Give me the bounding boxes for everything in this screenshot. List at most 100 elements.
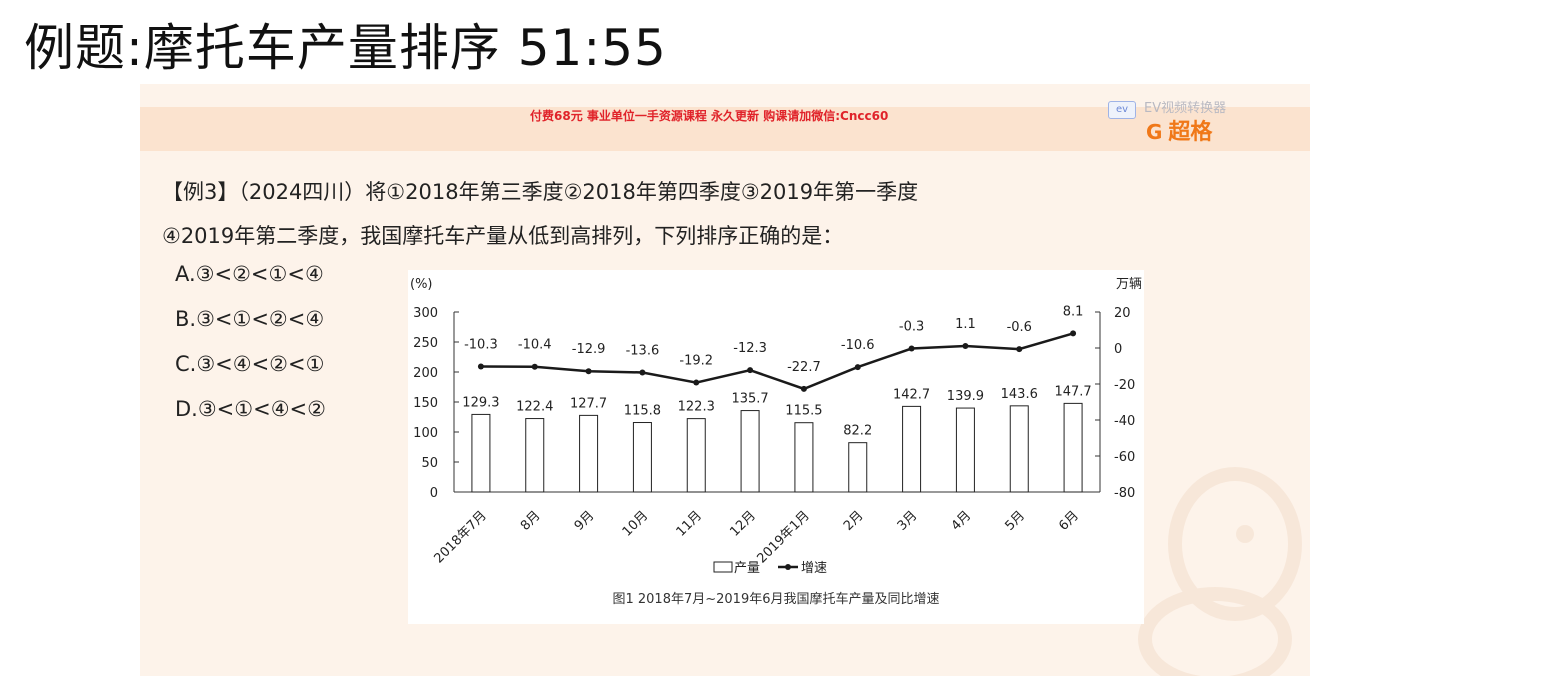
answer-options: A.③<②<①<④ B.③<①<②<④ C.③<④<②<① D.③<①<④<② [175,254,326,434]
x-tick-label: 2月 [841,508,867,534]
ad-text: 付费68元 事业单位一手资源课程 永久更新 购课请加微信:Cncc60 [530,109,889,123]
rate-point [693,379,700,386]
right-tick-label: -60 [1114,450,1135,465]
bar-value-label: 122.3 [678,400,715,415]
bar-value-label: 122.4 [516,400,553,415]
bar-value-label: 143.6 [1001,387,1038,402]
bar-value-label: 139.9 [947,389,984,404]
bar-value-label: 115.8 [624,404,661,419]
right-unit-label: 万辆 [1116,277,1142,292]
right-tick-label: -20 [1114,378,1135,393]
option-c: C.③<④<②<① [175,352,325,376]
bar [632,422,652,493]
x-tick-label: 2019年1月 [755,508,813,566]
bar [902,405,922,493]
left-tick-label: 300 [413,306,438,321]
bar [740,410,760,493]
bar-value-label: 135.7 [731,392,768,407]
brand-name: 超格 [1168,120,1213,145]
rate-value-label: -12.3 [733,341,767,356]
x-tick-label: 6月 [1056,508,1082,534]
rate-value-label: -10.4 [518,338,552,353]
rate-value-label: -19.2 [679,354,713,369]
rate-value-label: -10.3 [464,338,498,353]
rate-point [639,369,646,376]
mascot-watermark-icon [1138,467,1302,676]
ev-logo-icon: ev [1108,101,1136,119]
question-text: 【例3】（2024四川）将①2018年第三季度②2018年第四季度③2019年第… [162,170,918,258]
legend-bar-swatch [713,561,733,573]
legend-bar-label: 产量 [734,561,760,576]
rate-point [585,368,592,375]
rate-point [962,343,969,350]
x-tick-label: 12月 [727,508,758,539]
legend-line-marker [785,564,791,570]
chart: (%) 万辆300250200150100500200-20-40-60-8012… [410,277,1142,607]
x-tick-label: 5月 [1002,508,1028,534]
left-unit-label: (%) [410,277,433,292]
left-tick-label: 0 [430,486,438,501]
brand-logo: G 超格 [1146,114,1212,146]
bar [579,414,599,493]
bar [794,422,814,493]
bar [1009,405,1029,493]
bar-value-label: 129.3 [462,395,499,410]
rate-value-label: 8.1 [1063,304,1084,319]
left-tick-label: 50 [421,456,438,471]
rate-point [854,364,861,371]
right-tick-label: 0 [1114,342,1122,357]
rate-value-label: -13.6 [626,343,660,358]
rate-point [1070,330,1077,337]
slide-title: 例题:摩托车产量排序 51:55 [24,19,667,77]
rate-point [747,367,754,374]
left-tick-label: 250 [413,336,438,351]
bar [1063,402,1083,493]
left-tick-label: 100 [413,426,438,441]
bar-value-label: 127.7 [570,396,607,411]
bar [471,413,491,493]
bar [525,418,545,493]
bar-value-label: 82.2 [843,424,872,439]
x-tick-label: 3月 [895,508,921,534]
rate-point [1016,346,1023,353]
option-d: D.③<①<④<② [175,397,326,421]
x-tick-label: 11月 [674,508,705,539]
rate-value-label: -0.6 [1007,320,1032,335]
rate-value-label: -10.6 [841,338,875,353]
rate-value-label: -0.3 [899,320,924,335]
x-tick-label: 10月 [620,508,651,539]
right-tick-label: -80 [1114,486,1135,501]
rate-value-label: 1.1 [955,317,976,332]
bar [955,407,975,493]
bar [848,442,868,493]
x-tick-label: 2018年7月 [432,508,490,566]
x-tick-label: 8月 [518,508,544,534]
left-tick-label: 200 [413,366,438,381]
question-line-2: ④2019年第二季度，我国摩托车产量从低到高排列，下列排序正确的是： [162,224,844,248]
ev-watermark-text: EV视频转换器 [1144,101,1227,116]
bar-value-label: 147.7 [1054,384,1091,399]
rate-value-label: -22.7 [787,360,821,375]
bar [686,418,706,493]
brand-g-icon: G [1146,120,1163,144]
option-b: B.③<①<②<④ [175,307,325,331]
rate-point [477,363,484,370]
x-tick-label: 9月 [572,508,598,534]
video-frame: 付费68元 事业单位一手资源课程 永久更新 购课请加微信:Cncc60 ev EV… [140,84,1310,676]
rate-point [800,385,807,392]
option-a: A.③<②<①<④ [175,262,324,286]
right-tick-label: -40 [1114,414,1135,429]
rate-point [908,345,915,352]
rate-line [480,332,1074,391]
right-tick-label: 20 [1114,306,1131,321]
question-line-1: 【例3】（2024四川）将①2018年第三季度②2018年第四季度③2019年第… [162,180,919,204]
rate-value-label: -12.9 [572,342,606,357]
x-tick-label: 4月 [949,508,975,534]
bar-value-label: 115.5 [785,404,822,419]
rate-point [531,363,538,370]
left-tick-label: 150 [413,396,438,411]
bar-value-label: 142.7 [893,387,930,402]
ev-watermark: ev EV视频转换器 [1108,97,1226,119]
chart-card: (%) 万辆 300 250 200 150 100 50 0 20 0 -20 -40 -60 -80 12… [408,270,1144,624]
legend-line-label: 增速 [801,561,827,576]
